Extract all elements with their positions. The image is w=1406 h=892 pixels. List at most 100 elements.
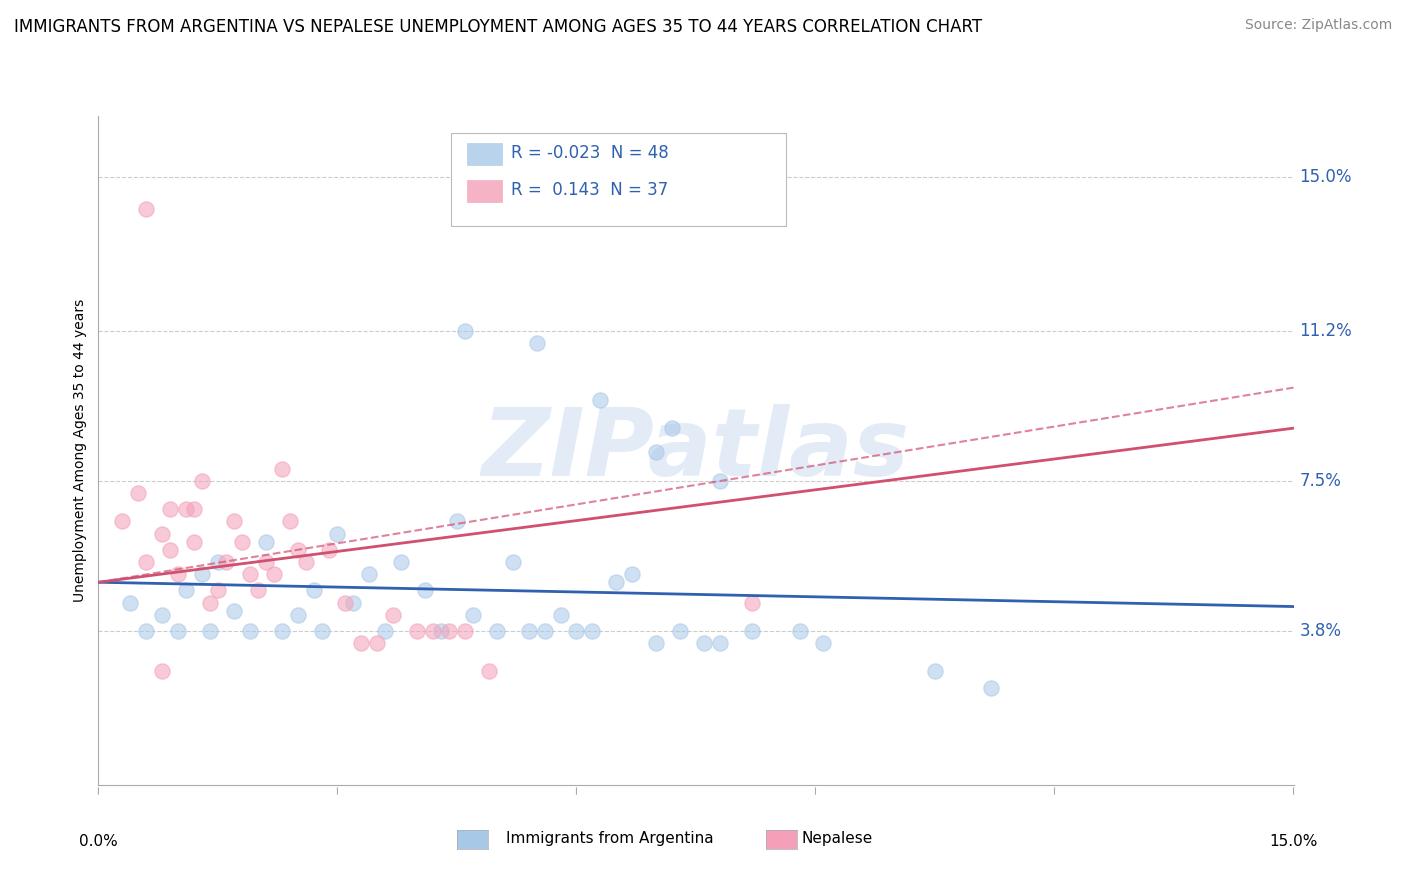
Point bbox=[183, 534, 205, 549]
Point bbox=[526, 336, 548, 351]
Point bbox=[239, 567, 262, 582]
Point bbox=[669, 624, 692, 638]
Point bbox=[485, 624, 508, 638]
Point bbox=[741, 624, 763, 638]
Point bbox=[135, 624, 157, 638]
Text: IMMIGRANTS FROM ARGENTINA VS NEPALESE UNEMPLOYMENT AMONG AGES 35 TO 44 YEARS COR: IMMIGRANTS FROM ARGENTINA VS NEPALESE UN… bbox=[14, 18, 983, 36]
Point bbox=[159, 542, 181, 557]
Text: Source: ZipAtlas.com: Source: ZipAtlas.com bbox=[1244, 18, 1392, 32]
Text: 11.2%: 11.2% bbox=[1299, 322, 1353, 340]
Bar bbox=[467, 179, 502, 202]
Point bbox=[222, 604, 245, 618]
Point bbox=[589, 392, 612, 407]
Point bbox=[127, 486, 149, 500]
Point bbox=[454, 324, 477, 338]
Point bbox=[924, 665, 946, 679]
Point bbox=[359, 567, 381, 582]
Point bbox=[430, 624, 453, 638]
Point bbox=[342, 595, 364, 609]
Point bbox=[263, 567, 285, 582]
Point bbox=[191, 474, 214, 488]
Point bbox=[335, 595, 357, 609]
Point bbox=[533, 624, 555, 638]
Point bbox=[374, 624, 396, 638]
Point bbox=[389, 555, 412, 569]
Point bbox=[239, 624, 262, 638]
Point bbox=[287, 607, 309, 622]
Point bbox=[645, 445, 668, 459]
Point bbox=[183, 502, 205, 516]
Point bbox=[550, 607, 572, 622]
Point bbox=[222, 515, 245, 529]
Point bbox=[350, 636, 373, 650]
Point bbox=[565, 624, 588, 638]
Point bbox=[581, 624, 603, 638]
Point bbox=[191, 567, 214, 582]
Point bbox=[167, 567, 190, 582]
Point bbox=[120, 595, 142, 609]
Point bbox=[159, 502, 181, 516]
Point bbox=[150, 607, 173, 622]
Point bbox=[382, 607, 405, 622]
Text: 15.0%: 15.0% bbox=[1270, 834, 1317, 848]
Point bbox=[150, 665, 173, 679]
Point bbox=[167, 624, 190, 638]
Point bbox=[278, 515, 301, 529]
Point bbox=[645, 636, 668, 650]
Point bbox=[318, 542, 340, 557]
Point bbox=[413, 583, 436, 598]
Point bbox=[246, 583, 269, 598]
Point bbox=[302, 583, 325, 598]
Point bbox=[454, 624, 477, 638]
Point bbox=[254, 534, 277, 549]
Point bbox=[111, 515, 134, 529]
Point bbox=[461, 607, 484, 622]
Point bbox=[135, 202, 157, 217]
Point bbox=[270, 624, 292, 638]
Point bbox=[478, 665, 501, 679]
Point bbox=[437, 624, 460, 638]
Point bbox=[207, 555, 229, 569]
Point bbox=[174, 502, 197, 516]
Point bbox=[366, 636, 388, 650]
Point bbox=[135, 555, 157, 569]
Point bbox=[980, 681, 1002, 695]
Text: Nepalese: Nepalese bbox=[801, 831, 873, 846]
Point bbox=[661, 421, 683, 435]
Point bbox=[709, 636, 731, 650]
Point bbox=[446, 515, 468, 529]
Point bbox=[270, 461, 292, 475]
Point bbox=[207, 583, 229, 598]
Point bbox=[198, 624, 221, 638]
Point bbox=[709, 474, 731, 488]
Point bbox=[693, 636, 716, 650]
Point bbox=[287, 542, 309, 557]
Text: 3.8%: 3.8% bbox=[1299, 622, 1341, 640]
Point bbox=[789, 624, 811, 638]
Point bbox=[422, 624, 444, 638]
Point bbox=[502, 555, 524, 569]
Point bbox=[605, 575, 627, 590]
FancyBboxPatch shape bbox=[451, 133, 786, 227]
Text: Immigrants from Argentina: Immigrants from Argentina bbox=[506, 831, 714, 846]
Point bbox=[150, 526, 173, 541]
Point bbox=[813, 636, 835, 650]
Text: R = -0.023  N = 48: R = -0.023 N = 48 bbox=[510, 144, 668, 161]
Text: 15.0%: 15.0% bbox=[1299, 168, 1353, 186]
Point bbox=[406, 624, 429, 638]
Point bbox=[198, 595, 221, 609]
Point bbox=[294, 555, 316, 569]
Point bbox=[326, 526, 349, 541]
Point bbox=[231, 534, 253, 549]
Text: 7.5%: 7.5% bbox=[1299, 472, 1341, 490]
Point bbox=[621, 567, 644, 582]
Point bbox=[517, 624, 540, 638]
Text: ZIPatlas: ZIPatlas bbox=[482, 404, 910, 497]
Text: 0.0%: 0.0% bbox=[79, 834, 118, 848]
Bar bbox=[467, 143, 502, 165]
Point bbox=[254, 555, 277, 569]
Point bbox=[311, 624, 333, 638]
Point bbox=[174, 583, 197, 598]
Point bbox=[215, 555, 238, 569]
Point bbox=[741, 595, 763, 609]
